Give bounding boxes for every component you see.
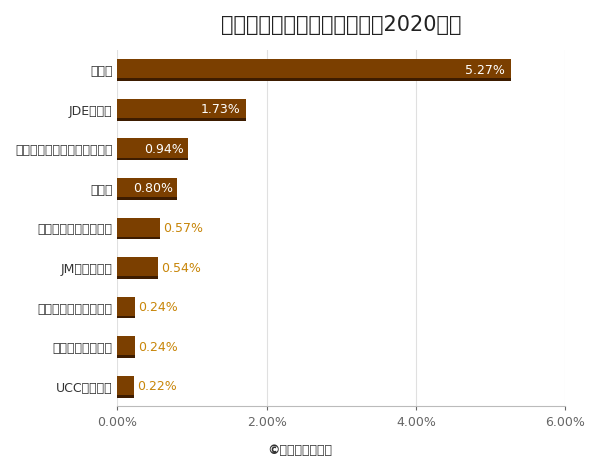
Text: 5.27%: 5.27%	[465, 64, 505, 77]
Bar	[118, 316, 135, 318]
Bar	[118, 355, 135, 358]
Bar	[118, 79, 511, 81]
Text: 0.94%: 0.94%	[144, 143, 184, 156]
Bar	[118, 257, 158, 279]
Bar	[118, 376, 134, 398]
Bar	[118, 276, 158, 279]
Bar	[118, 158, 188, 160]
Bar	[118, 99, 247, 121]
Bar	[118, 237, 160, 239]
Bar	[118, 118, 247, 121]
Bar	[118, 336, 135, 358]
Text: 0.54%: 0.54%	[161, 261, 200, 274]
Bar	[118, 59, 511, 81]
Title: コーヒー業界の市場シェア（2020年）: コーヒー業界の市場シェア（2020年）	[221, 15, 461, 35]
Bar	[118, 139, 188, 160]
Text: 0.57%: 0.57%	[163, 222, 203, 235]
Text: ©業界再編の動向: ©業界再編の動向	[268, 444, 332, 457]
Text: 0.24%: 0.24%	[138, 301, 178, 314]
Text: 0.22%: 0.22%	[137, 380, 176, 393]
Bar	[118, 197, 177, 200]
Text: 0.24%: 0.24%	[138, 340, 178, 353]
Bar	[118, 178, 177, 200]
Text: 1.73%: 1.73%	[201, 103, 241, 116]
Bar	[118, 297, 135, 318]
Bar	[118, 218, 160, 239]
Bar	[118, 395, 134, 398]
Text: 0.80%: 0.80%	[133, 182, 173, 195]
